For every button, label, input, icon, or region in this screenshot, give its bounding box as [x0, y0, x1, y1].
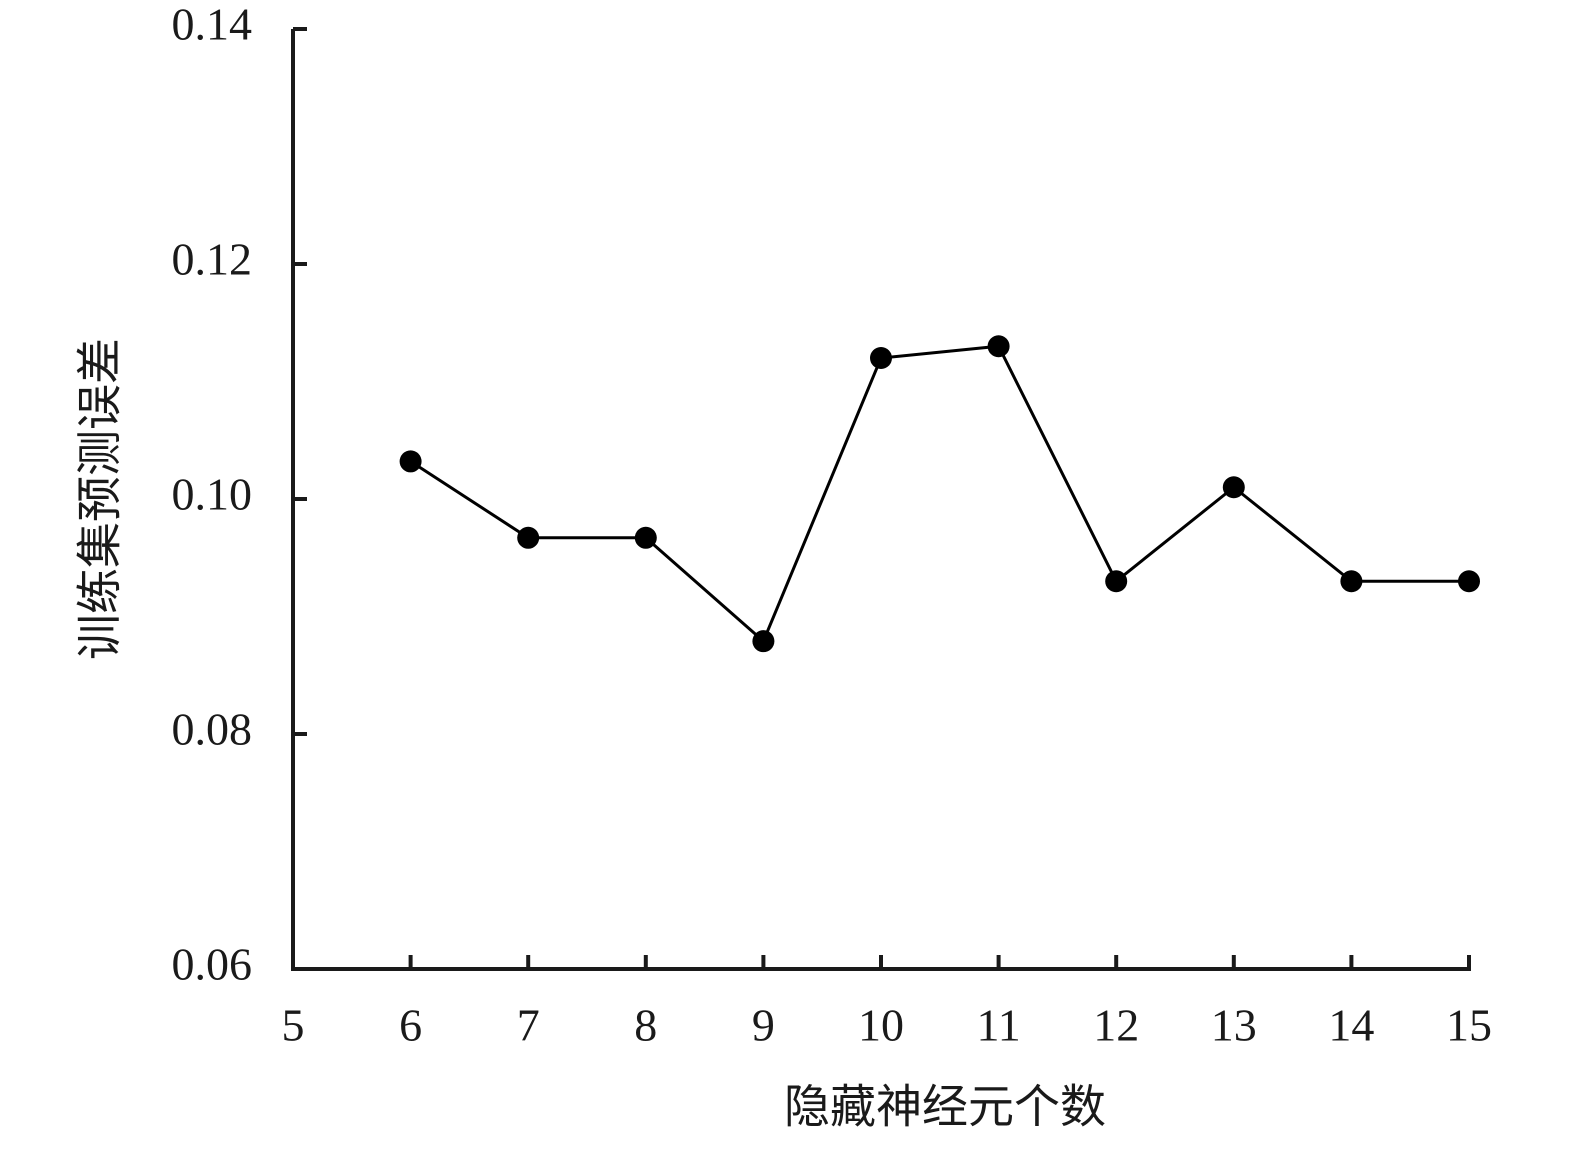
point [517, 526, 540, 549]
x-tick-label: 15 [1446, 1000, 1492, 1051]
x-tick-label: 10 [858, 1000, 904, 1051]
y-tick-label: 0.10 [172, 469, 253, 520]
x-tick-label: 5 [282, 1000, 305, 1051]
y-tick-label: 0.06 [172, 939, 253, 990]
point [1458, 570, 1480, 593]
point [1105, 570, 1128, 593]
y-tick-label: 0.14 [172, 0, 253, 50]
point [870, 347, 892, 369]
line [409, 344, 1469, 644]
x-tick-label: 14 [1328, 1000, 1374, 1051]
x-tick-label: 12 [1093, 1000, 1139, 1051]
x-tick-label: 7 [517, 1000, 540, 1051]
x-tick-label: 8 [634, 1000, 657, 1051]
point [987, 335, 1010, 358]
y-axis-label: 训练集预测误差 [75, 338, 126, 660]
point [1222, 476, 1245, 499]
point [752, 630, 775, 653]
y-tick-label: 0.12 [172, 234, 253, 285]
x-axis-label: 隐藏神经元个数 [784, 1082, 1106, 1133]
x-tick-label: 9 [752, 1000, 775, 1051]
point [1340, 570, 1363, 593]
x-tick-label: 13 [1211, 1000, 1257, 1051]
x-tick-label: 6 [399, 1000, 422, 1051]
x-tick-label: 11 [976, 1000, 1020, 1051]
point [399, 450, 422, 473]
y-tick-label: 0.08 [172, 704, 253, 755]
point [634, 526, 657, 549]
